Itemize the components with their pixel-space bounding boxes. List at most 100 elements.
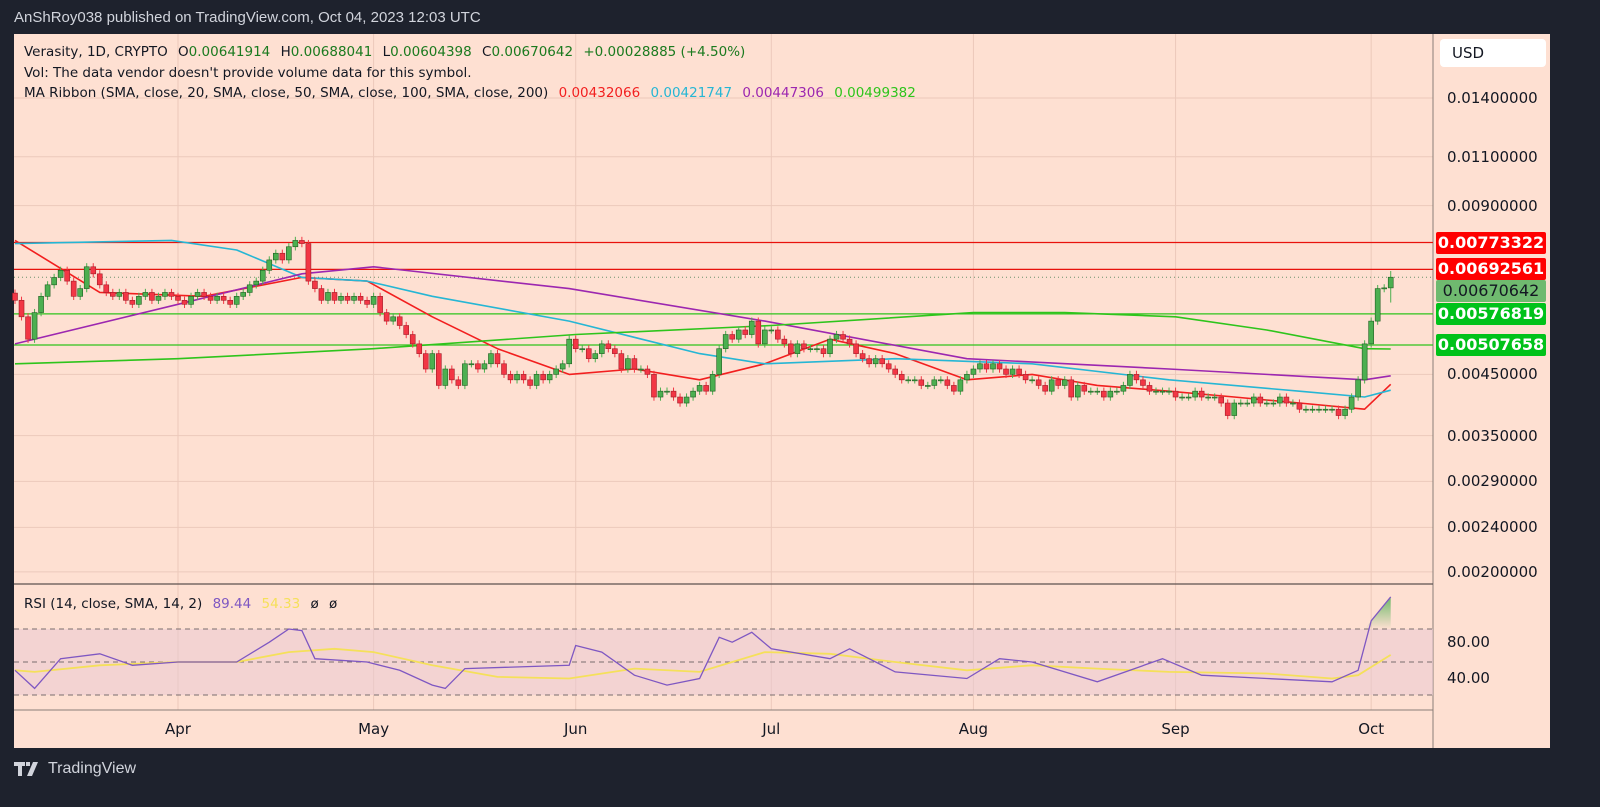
candle-body: [1329, 408, 1335, 411]
candle-body: [136, 296, 142, 305]
tradingview-logo[interactable]: TradingView: [14, 760, 136, 778]
candle-body: [1172, 390, 1179, 398]
candle-body: [514, 374, 520, 381]
symbol-name[interactable]: Verasity, 1D, CRYPTO: [24, 44, 168, 60]
candle-body: [977, 363, 983, 370]
candle-body: [840, 334, 846, 340]
rsi-value: 89.44: [212, 596, 252, 612]
candle-body: [292, 240, 299, 248]
candle-body: [338, 296, 344, 301]
candle-body: [1029, 379, 1035, 382]
candle-body: [1257, 396, 1264, 404]
candle-body: [299, 240, 305, 244]
candle-body: [572, 338, 579, 350]
candle-body: [833, 334, 840, 340]
time-axis-label: May: [358, 720, 389, 738]
candle-body: [1035, 379, 1042, 386]
candle-body: [70, 280, 77, 297]
candle-body: [25, 316, 31, 340]
price-tick-label: 0.00450000: [1447, 365, 1538, 384]
candle-body: [1270, 402, 1277, 405]
candle-body: [1133, 374, 1140, 381]
candle-body: [520, 374, 527, 381]
candle-body: [951, 385, 957, 392]
rsi-legend: RSI (14, close, SMA, 14, 2) 89.44 54.33 …: [24, 596, 343, 612]
candle-body: [1381, 287, 1387, 290]
candle-body: [318, 288, 325, 301]
currency-selector[interactable]: USD: [1440, 39, 1546, 67]
candle-body: [1198, 390, 1205, 398]
candle-body: [168, 292, 175, 297]
candle-body: [272, 252, 279, 261]
candle-body: [442, 368, 449, 386]
candle-body: [488, 353, 494, 365]
candle-body: [664, 390, 670, 393]
candle-body: [892, 368, 899, 375]
candle-body: [1016, 368, 1022, 375]
candle-body: [57, 269, 64, 278]
candle-body: [716, 348, 722, 375]
candle-body: [846, 338, 853, 345]
candle-body: [1237, 402, 1244, 405]
rsi-extra-2: ø: [329, 596, 338, 612]
candle-body: [814, 348, 820, 351]
ohlc-high: H0.00688041: [280, 44, 373, 60]
candle-body: [403, 325, 410, 335]
candle-body: [1101, 390, 1107, 398]
candle-body: [1218, 396, 1224, 404]
candle-body: [51, 277, 57, 286]
rsi-title[interactable]: RSI (14, close, SMA, 14, 2): [24, 596, 203, 612]
candle-body: [1074, 385, 1081, 398]
candle-body: [175, 296, 181, 301]
candle-body: [651, 374, 657, 398]
candle-body: [898, 374, 905, 381]
price-tick-label: 0.00290000: [1447, 472, 1538, 491]
candle-body: [357, 296, 364, 301]
candle-body: [396, 316, 403, 326]
candle-body: [559, 363, 566, 370]
candle-body: [501, 363, 507, 375]
publish-info: AnShRoy038 published on TradingView.com,…: [14, 9, 481, 26]
candle-body: [1042, 385, 1048, 392]
candle-body: [90, 266, 97, 275]
candle-body: [110, 292, 116, 297]
candle-body: [775, 329, 781, 340]
candle-body: [409, 334, 416, 345]
candle-body: [129, 299, 136, 305]
rsi-extra-1: ø: [310, 596, 319, 612]
ma-ribbon-legend: MA Ribbon (SMA, close, 20, SMA, close, 5…: [24, 85, 922, 101]
candle-body: [1251, 396, 1257, 404]
candle-body: [370, 296, 377, 305]
candle-body: [996, 363, 1003, 370]
time-axis-label: Oct: [1358, 720, 1384, 738]
candle-body: [201, 292, 207, 297]
candle-body: [1342, 408, 1348, 416]
price-tick-label: 0.01100000: [1447, 147, 1538, 166]
candle-body: [944, 379, 951, 386]
candle-body: [1244, 402, 1251, 405]
candle-body: [220, 296, 227, 301]
candle-body: [344, 296, 351, 301]
candle-body: [38, 296, 44, 313]
candle-body: [827, 338, 833, 354]
ma-ribbon-title[interactable]: MA Ribbon (SMA, close, 20, SMA, close, 5…: [24, 85, 549, 101]
candle-body: [1309, 408, 1316, 411]
candle-body: [748, 320, 755, 335]
candle-body: [970, 368, 977, 375]
candle-body: [1120, 385, 1127, 392]
candle-body: [527, 379, 533, 386]
candle-body: [1355, 379, 1361, 398]
candle-body: [579, 348, 586, 351]
candle-body: [1303, 408, 1309, 411]
candle-body: [703, 385, 709, 392]
candle-body: [1316, 408, 1322, 411]
candle-body: [83, 266, 90, 289]
candle-body: [1179, 396, 1185, 399]
candle-body: [722, 334, 729, 350]
candle-body: [683, 396, 690, 404]
candle-body: [1322, 408, 1329, 411]
candle-body: [214, 296, 220, 301]
candle-body: [188, 296, 194, 305]
candle-body: [44, 284, 51, 297]
